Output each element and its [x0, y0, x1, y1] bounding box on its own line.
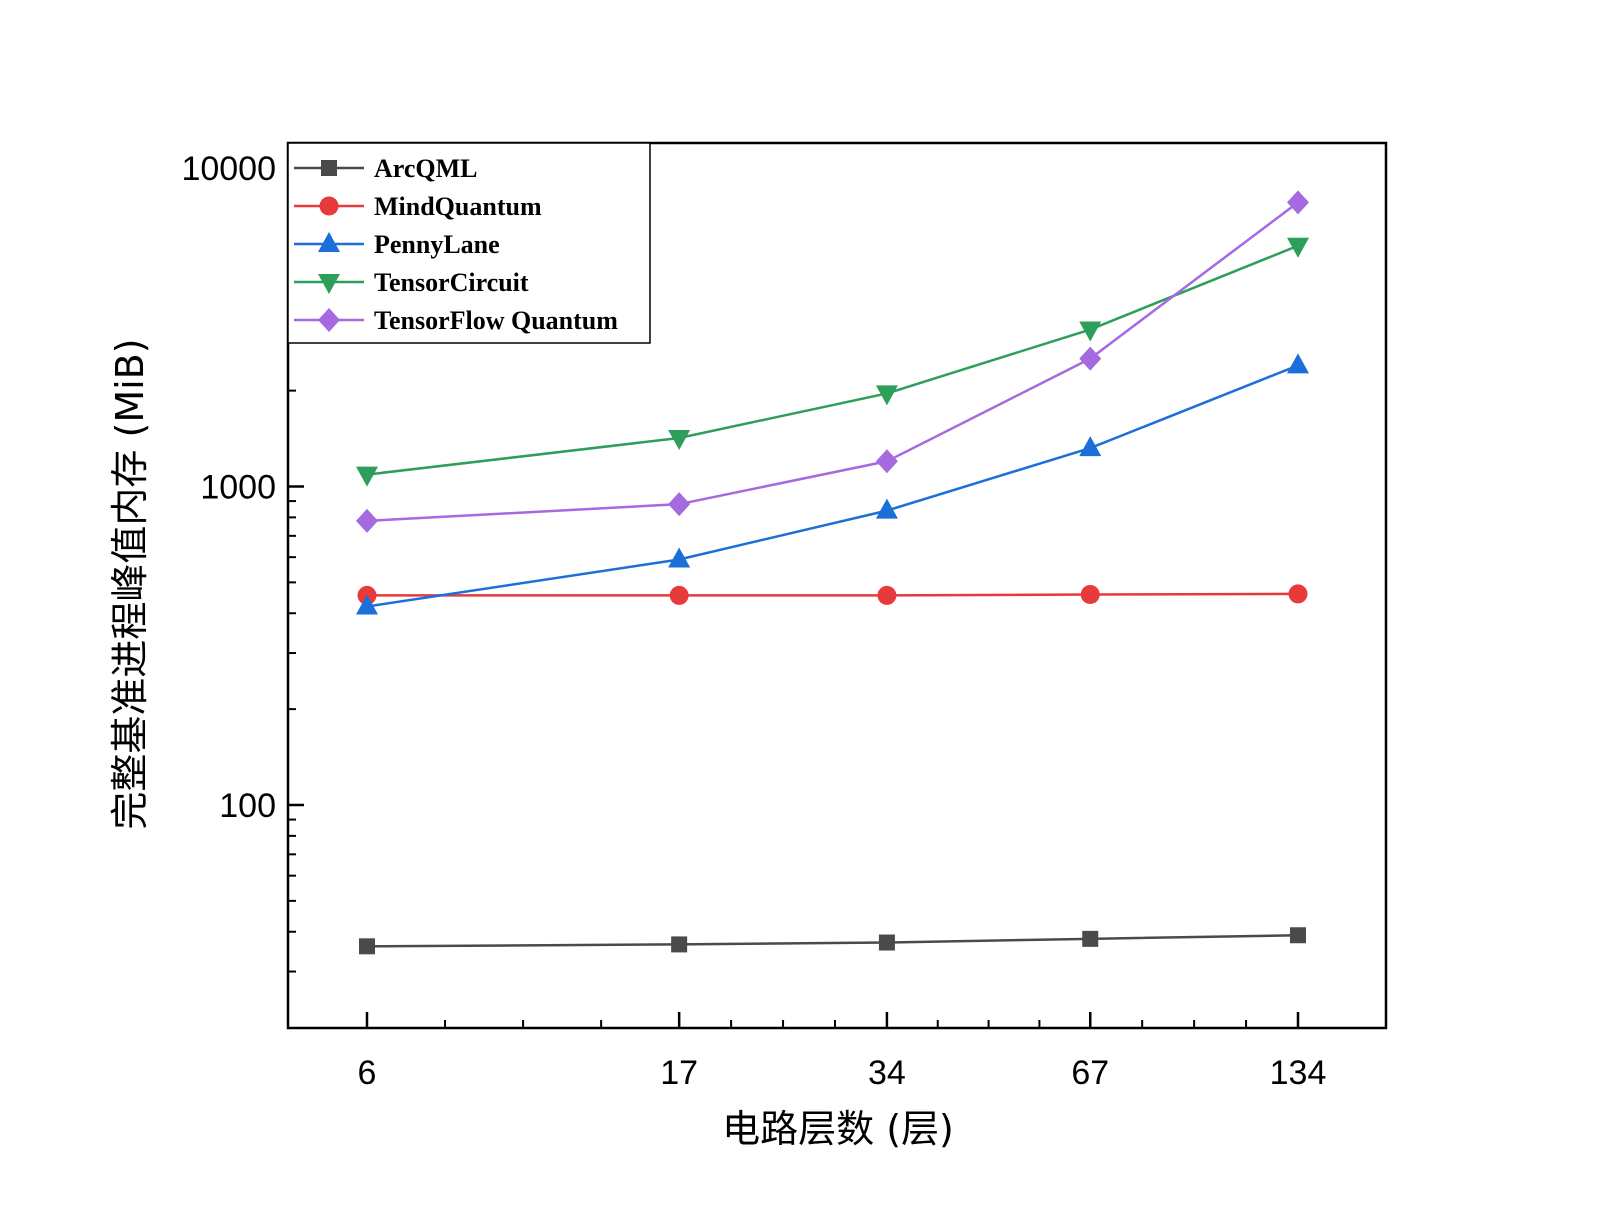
series-line — [367, 592, 1299, 597]
x-tick-label: 67 — [1071, 1054, 1109, 1092]
x-tick-label: 6 — [358, 1054, 377, 1092]
legend-item: PennyLane — [294, 230, 500, 259]
data-point — [877, 585, 897, 605]
data-point — [359, 938, 375, 955]
y-tick-label: 100 — [219, 787, 276, 825]
data-point — [1079, 436, 1102, 457]
legend-label: ArcQML — [374, 154, 478, 183]
data-point — [878, 934, 895, 951]
y-tick-label: 1000 — [200, 469, 276, 507]
plot-area — [286, 141, 1388, 1030]
series-line — [366, 933, 1299, 948]
plot-border — [286, 141, 1388, 1030]
data-point — [1290, 927, 1306, 944]
data-point — [356, 594, 378, 615]
legend-item: TensorFlow Quantum — [294, 306, 618, 335]
legend-marker — [318, 274, 340, 294]
legend-label: MindQuantum — [374, 192, 542, 221]
series-line — [366, 364, 1299, 608]
x-axis-title: 电路层数 (层) — [722, 1107, 954, 1151]
data-point — [1080, 585, 1100, 605]
legend-marker — [321, 160, 337, 176]
x-tick-label: 17 — [660, 1054, 698, 1092]
legend-item: TensorCircuit — [294, 268, 529, 297]
legend-label: TensorFlow Quantum — [374, 306, 618, 335]
data-point — [1287, 237, 1309, 258]
data-point — [1079, 346, 1102, 371]
data-point — [356, 508, 378, 533]
legend-marker — [318, 232, 340, 252]
legend-marker — [319, 196, 339, 216]
data-point — [669, 585, 689, 605]
data-point — [875, 498, 898, 519]
data-point — [356, 466, 378, 487]
data-point — [1082, 930, 1099, 947]
data-point — [668, 492, 691, 517]
x-tick-label: 134 — [1270, 1054, 1327, 1092]
legend: ArcQML MindQuantum PennyLane TensorCircuit T… — [287, 142, 651, 344]
legend-label: TensorCircuit — [374, 268, 529, 297]
data-point — [671, 936, 688, 953]
data-point — [668, 429, 691, 450]
data-point — [1288, 584, 1308, 604]
series-arcqml — [359, 927, 1306, 955]
y-tick-label: 10000 — [181, 150, 276, 188]
data-point — [1287, 190, 1309, 215]
x-axis: 6 17 34 67 134 — [358, 1012, 1327, 1092]
legend-marker — [318, 308, 340, 332]
legend-label: PennyLane — [374, 230, 500, 259]
series-pennylane — [356, 353, 1309, 615]
series-tensorcircuit — [356, 237, 1309, 487]
legend-item: MindQuantum — [294, 192, 542, 221]
series-layer — [356, 190, 1309, 955]
data-point — [668, 547, 691, 568]
x-tick-label: 34 — [868, 1054, 906, 1092]
y-axis-title: 完整基准进程峰值内存 (MiB) — [108, 338, 152, 829]
series-mindquantum — [357, 584, 1308, 605]
legend-item: ArcQML — [294, 154, 478, 183]
series-tensorflow-quantum — [356, 190, 1309, 533]
data-point — [1287, 353, 1309, 374]
data-point — [875, 449, 898, 474]
data-point — [875, 385, 898, 406]
y-axis: 100 1000 10000 — [181, 150, 304, 973]
data-point — [1079, 321, 1102, 342]
